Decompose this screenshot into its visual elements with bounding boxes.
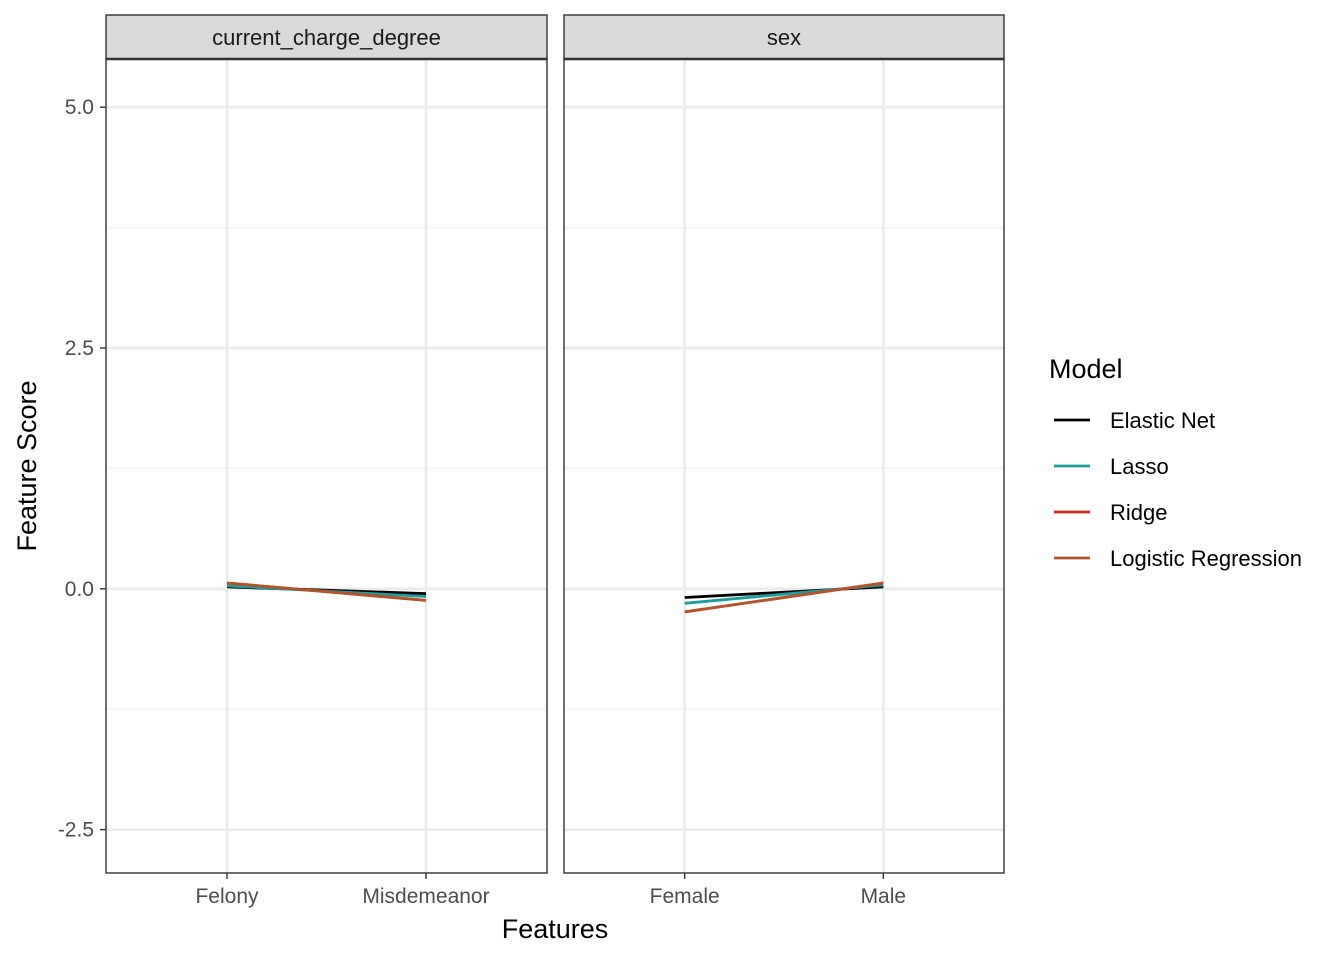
panel-background [106, 59, 547, 873]
legend: Model Elastic Net Lasso Ridge Logistic Regr… [1049, 354, 1302, 571]
y-axis: -2.5 0.0 2.5 5.0 [58, 96, 106, 842]
x-tick-label: Female [650, 885, 720, 908]
facet-strip-label: sex [767, 25, 801, 50]
legend-label: Logistic Regression [1110, 546, 1302, 571]
x-axis-title: Features [502, 914, 609, 944]
panels: current_charge_degree Felony Misdemeanor se… [105, 14, 1005, 908]
y-axis-title: Feature Score [12, 380, 42, 551]
legend-item: Ridge [1054, 500, 1167, 525]
legend-item: Elastic Net [1054, 408, 1215, 433]
y-tick-label: 0.0 [65, 578, 94, 601]
series-line-logistic-regression [226, 581, 427, 602]
y-tick-label: 2.5 [65, 337, 94, 360]
legend-label: Lasso [1110, 454, 1169, 479]
facet-strip [105, 14, 548, 60]
legend-item: Logistic Regression [1054, 546, 1302, 571]
facet-panel-current-charge-degree: current_charge_degree Felony Misdemeanor [105, 14, 548, 908]
legend-label: Elastic Net [1110, 408, 1215, 433]
legend-title: Model [1049, 354, 1123, 384]
x-tick-label: Misdemeanor [362, 885, 489, 908]
series-line-logistic-regression [684, 581, 884, 614]
legend-item: Lasso [1054, 454, 1169, 479]
x-tick-label: Felony [195, 885, 259, 908]
legend-label: Ridge [1110, 500, 1167, 525]
panel-background [564, 59, 1004, 873]
x-tick-label: Male [861, 885, 907, 908]
y-tick-label: 5.0 [65, 96, 94, 119]
facet-strip [563, 14, 1005, 60]
facet-strip-label: current_charge_degree [212, 25, 441, 50]
y-tick-label: -2.5 [58, 819, 94, 842]
facet-panel-sex: sex Female Male [563, 14, 1005, 908]
